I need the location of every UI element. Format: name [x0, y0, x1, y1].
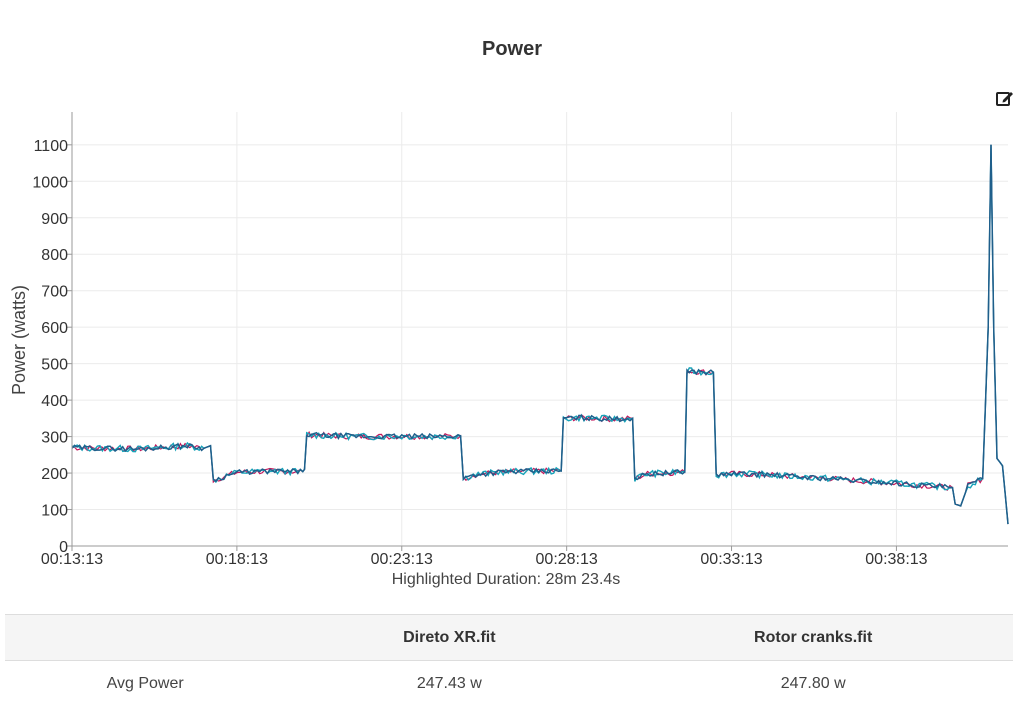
y-tick-label: 400 [41, 393, 68, 410]
y-tick-label: 500 [41, 357, 68, 374]
y-axis-label: Power (watts) [9, 285, 29, 395]
x-axis-ticks: 00:13:13 00:18:13 00:23:13 00:28:13 00:33:13… [41, 546, 928, 568]
table-row: Avg Power 247.43 w 247.80 w [5, 661, 1013, 707]
x-tick-label: 00:18:13 [206, 551, 268, 568]
table-header-cell: Direto XR.fit [285, 615, 613, 661]
table-header-row: Direto XR.fit Rotor cranks.fit [5, 615, 1013, 661]
table-cell: Avg Power [5, 661, 285, 707]
table-header-cell [5, 615, 285, 661]
y-tick-label: 1000 [32, 174, 68, 191]
x-tick-label: 00:23:13 [371, 551, 433, 568]
y-tick-label: 1100 [34, 138, 69, 155]
y-tick-label: 100 [41, 503, 68, 520]
y-tick-label: 200 [41, 466, 68, 483]
table-cell: 247.43 w [285, 661, 613, 707]
x-tick-label: 00:33:13 [700, 551, 762, 568]
y-tick-label: 300 [41, 430, 68, 447]
y-tick-label: 900 [41, 211, 68, 228]
y-tick-label: 600 [41, 320, 68, 337]
x-tick-label: 00:13:13 [41, 551, 103, 568]
y-tick-label: 800 [41, 247, 68, 264]
highlighted-duration: Highlighted Duration: 28m 23.4s [0, 571, 1012, 589]
x-tick-label: 00:28:13 [536, 551, 598, 568]
x-tick-label: 00:38:13 [865, 551, 927, 568]
y-tick-label: 700 [41, 284, 68, 301]
table-header-cell: Rotor cranks.fit [613, 615, 1013, 661]
table-cell: 247.80 w [613, 661, 1013, 707]
series-lines [72, 145, 1008, 524]
stats-table: Direto XR.fit Rotor cranks.fit Avg Power… [5, 614, 1013, 707]
series-line-a [72, 145, 1008, 524]
